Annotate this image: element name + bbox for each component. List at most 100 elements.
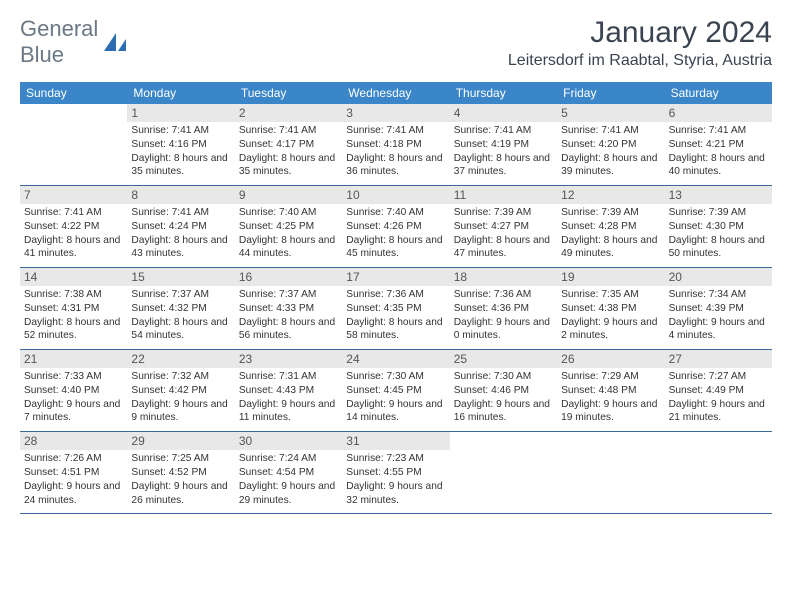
daylight-text: Daylight: 8 hours and 40 minutes. [669,152,768,180]
sunrise-text: Sunrise: 7:37 AM [131,288,230,302]
day-cell: 22Sunrise: 7:32 AMSunset: 4:42 PMDayligh… [127,350,234,431]
sunrise-text: Sunrise: 7:32 AM [131,370,230,384]
sunset-text: Sunset: 4:33 PM [239,302,338,316]
sunset-text: Sunset: 4:51 PM [24,466,123,480]
sunrise-text: Sunrise: 7:26 AM [24,452,123,466]
weekday-header: Sunday [20,82,127,104]
day-cell: 14Sunrise: 7:38 AMSunset: 4:31 PMDayligh… [20,268,127,349]
sunset-text: Sunset: 4:43 PM [239,384,338,398]
sunrise-text: Sunrise: 7:36 AM [454,288,553,302]
daylight-text: Daylight: 8 hours and 43 minutes. [131,234,230,262]
sunset-text: Sunset: 4:45 PM [346,384,445,398]
logo-sail-icon [102,31,128,53]
day-info: Sunrise: 7:41 AMSunset: 4:24 PMDaylight:… [131,206,230,261]
month-title: January 2024 [508,16,772,50]
sunset-text: Sunset: 4:26 PM [346,220,445,234]
day-cell: 17Sunrise: 7:36 AMSunset: 4:35 PMDayligh… [342,268,449,349]
day-number [450,432,557,436]
day-number [665,432,772,436]
day-number: 6 [665,104,772,122]
day-info: Sunrise: 7:41 AMSunset: 4:19 PMDaylight:… [454,124,553,179]
sunrise-text: Sunrise: 7:29 AM [561,370,660,384]
sunrise-text: Sunrise: 7:41 AM [131,124,230,138]
day-number: 27 [665,350,772,368]
day-info: Sunrise: 7:37 AMSunset: 4:33 PMDaylight:… [239,288,338,343]
daylight-text: Daylight: 9 hours and 14 minutes. [346,398,445,426]
day-info: Sunrise: 7:34 AMSunset: 4:39 PMDaylight:… [669,288,768,343]
sunrise-text: Sunrise: 7:39 AM [454,206,553,220]
day-cell: 26Sunrise: 7:29 AMSunset: 4:48 PMDayligh… [557,350,664,431]
weekday-header: Saturday [665,82,772,104]
day-number: 10 [342,186,449,204]
daylight-text: Daylight: 9 hours and 29 minutes. [239,480,338,508]
day-info: Sunrise: 7:27 AMSunset: 4:49 PMDaylight:… [669,370,768,425]
sunset-text: Sunset: 4:32 PM [131,302,230,316]
day-number: 8 [127,186,234,204]
day-number: 14 [20,268,127,286]
day-number: 24 [342,350,449,368]
sunrise-text: Sunrise: 7:40 AM [346,206,445,220]
sunset-text: Sunset: 4:30 PM [669,220,768,234]
sunset-text: Sunset: 4:22 PM [24,220,123,234]
day-cell: 4Sunrise: 7:41 AMSunset: 4:19 PMDaylight… [450,104,557,185]
daylight-text: Daylight: 9 hours and 9 minutes. [131,398,230,426]
sunrise-text: Sunrise: 7:40 AM [239,206,338,220]
day-number [20,104,127,108]
daylight-text: Daylight: 9 hours and 16 minutes. [454,398,553,426]
day-info: Sunrise: 7:25 AMSunset: 4:52 PMDaylight:… [131,452,230,507]
sunset-text: Sunset: 4:24 PM [131,220,230,234]
week-row: 21Sunrise: 7:33 AMSunset: 4:40 PMDayligh… [20,350,772,432]
day-cell: 25Sunrise: 7:30 AMSunset: 4:46 PMDayligh… [450,350,557,431]
sunset-text: Sunset: 4:27 PM [454,220,553,234]
daylight-text: Daylight: 9 hours and 0 minutes. [454,316,553,344]
sunset-text: Sunset: 4:49 PM [669,384,768,398]
week-row: 1Sunrise: 7:41 AMSunset: 4:16 PMDaylight… [20,104,772,186]
sunset-text: Sunset: 4:46 PM [454,384,553,398]
day-info: Sunrise: 7:33 AMSunset: 4:40 PMDaylight:… [24,370,123,425]
day-cell: 12Sunrise: 7:39 AMSunset: 4:28 PMDayligh… [557,186,664,267]
daylight-text: Daylight: 8 hours and 37 minutes. [454,152,553,180]
daylight-text: Daylight: 9 hours and 19 minutes. [561,398,660,426]
daylight-text: Daylight: 8 hours and 39 minutes. [561,152,660,180]
sunrise-text: Sunrise: 7:35 AM [561,288,660,302]
day-info: Sunrise: 7:39 AMSunset: 4:30 PMDaylight:… [669,206,768,261]
sunrise-text: Sunrise: 7:41 AM [561,124,660,138]
day-cell: 31Sunrise: 7:23 AMSunset: 4:55 PMDayligh… [342,432,449,513]
sunrise-text: Sunrise: 7:34 AM [669,288,768,302]
day-cell: 8 Sunrise: 7:41 AMSunset: 4:24 PMDaylight… [127,186,234,267]
day-cell: 1Sunrise: 7:41 AMSunset: 4:16 PMDaylight… [127,104,234,185]
week-row: 14Sunrise: 7:38 AMSunset: 4:31 PMDayligh… [20,268,772,350]
calendar-grid: SundayMondayTuesdayWednesdayThursdayFrid… [20,82,772,514]
daylight-text: Daylight: 9 hours and 24 minutes. [24,480,123,508]
sunrise-text: Sunrise: 7:41 AM [454,124,553,138]
daylight-text: Daylight: 8 hours and 44 minutes. [239,234,338,262]
sunset-text: Sunset: 4:25 PM [239,220,338,234]
day-cell [665,432,772,513]
sunset-text: Sunset: 4:38 PM [561,302,660,316]
page-header: General Blue January 2024 Leitersdorf im… [20,16,772,70]
day-number: 17 [342,268,449,286]
sunset-text: Sunset: 4:17 PM [239,138,338,152]
daylight-text: Daylight: 8 hours and 54 minutes. [131,316,230,344]
day-info: Sunrise: 7:31 AMSunset: 4:43 PMDaylight:… [239,370,338,425]
sunset-text: Sunset: 4:39 PM [669,302,768,316]
daylight-text: Daylight: 8 hours and 58 minutes. [346,316,445,344]
day-number: 9 [235,186,342,204]
day-number: 29 [127,432,234,450]
daylight-text: Daylight: 9 hours and 32 minutes. [346,480,445,508]
day-cell: 20Sunrise: 7:34 AMSunset: 4:39 PMDayligh… [665,268,772,349]
day-info: Sunrise: 7:40 AMSunset: 4:25 PMDaylight:… [239,206,338,261]
day-info: Sunrise: 7:40 AMSunset: 4:26 PMDaylight:… [346,206,445,261]
sunrise-text: Sunrise: 7:39 AM [561,206,660,220]
day-number: 12 [557,186,664,204]
daylight-text: Daylight: 9 hours and 4 minutes. [669,316,768,344]
logo-text-2: Blue [20,42,64,67]
title-block: January 2024 Leitersdorf im Raabtal, Sty… [508,16,772,70]
weekday-header: Friday [557,82,664,104]
day-info: Sunrise: 7:24 AMSunset: 4:54 PMDaylight:… [239,452,338,507]
sunrise-text: Sunrise: 7:30 AM [454,370,553,384]
sunrise-text: Sunrise: 7:41 AM [24,206,123,220]
day-number [557,432,664,436]
sunset-text: Sunset: 4:36 PM [454,302,553,316]
sunrise-text: Sunrise: 7:39 AM [669,206,768,220]
